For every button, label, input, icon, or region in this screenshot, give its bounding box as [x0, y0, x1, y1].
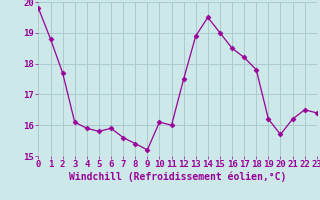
- X-axis label: Windchill (Refroidissement éolien,°C): Windchill (Refroidissement éolien,°C): [69, 172, 286, 182]
